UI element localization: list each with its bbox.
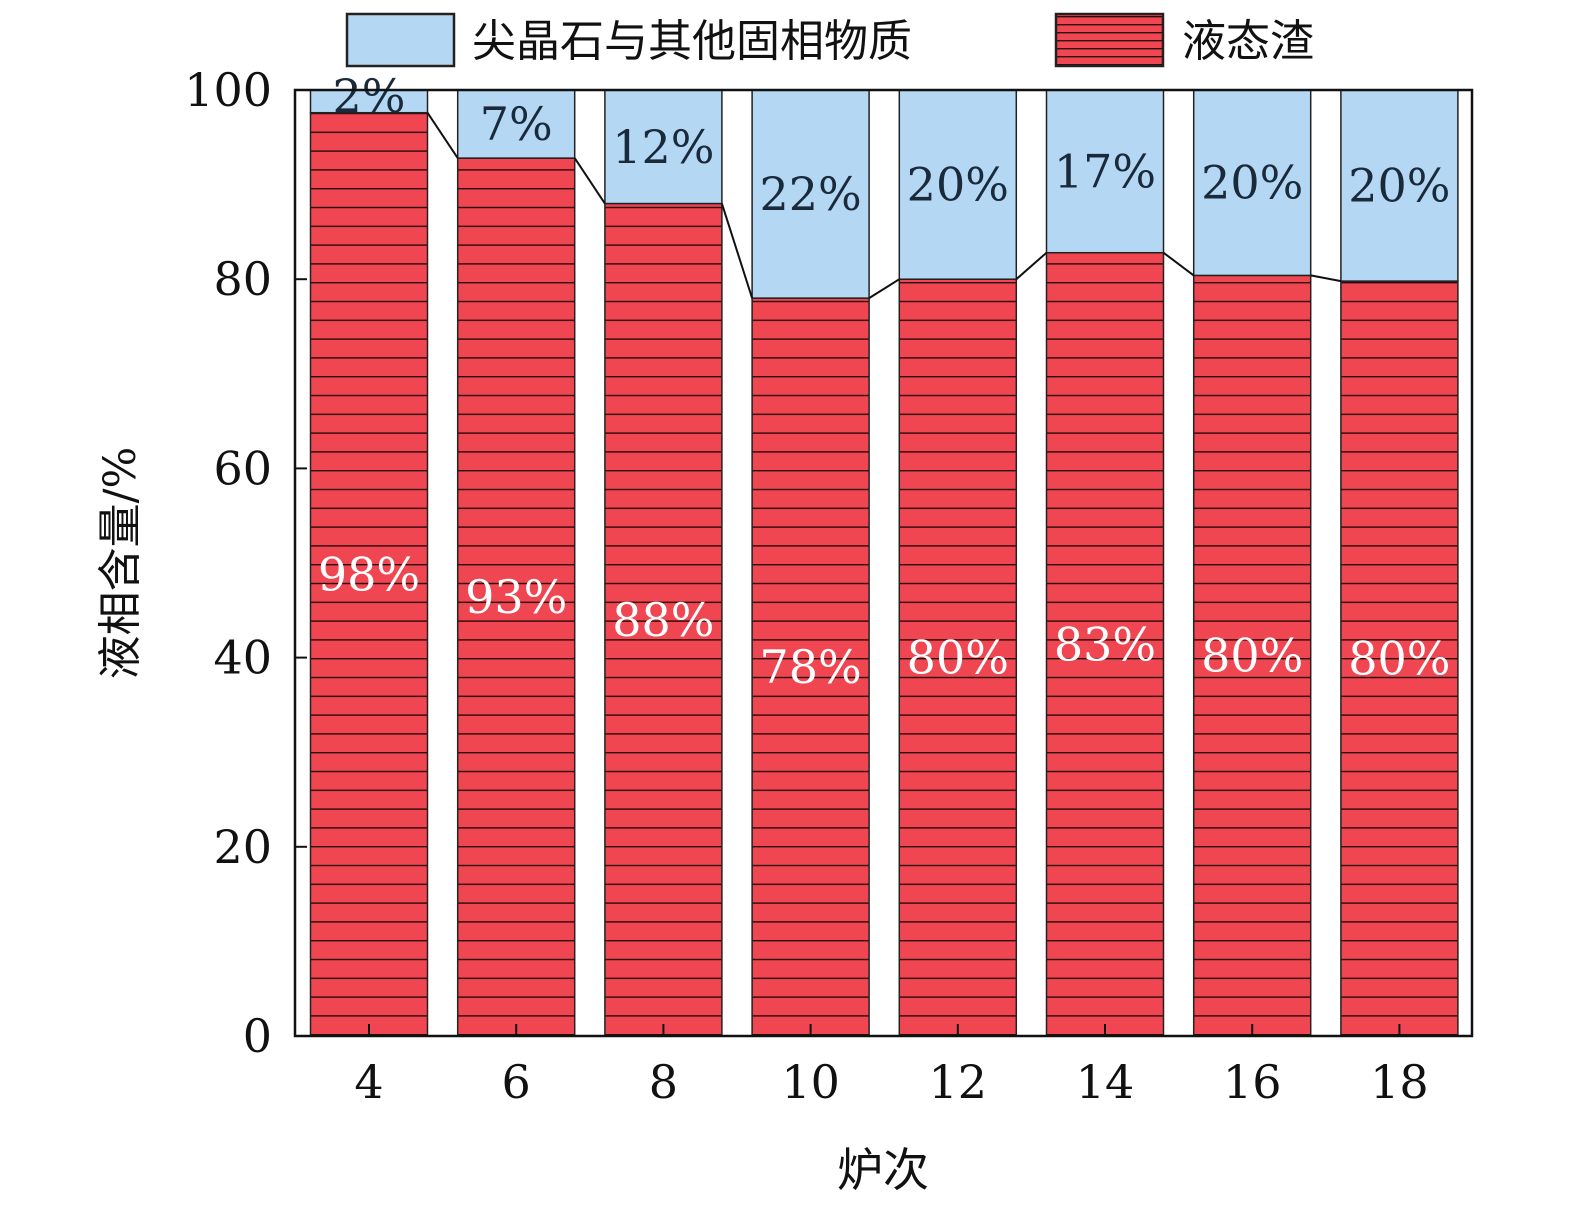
y-tick-label: 60 (213, 441, 272, 495)
x-tick-label: 6 (502, 1055, 531, 1109)
bar-solid-phase (751, 89, 870, 299)
bar-solid-phase (1045, 89, 1165, 254)
bar-solid-phase (898, 89, 1018, 280)
x-tick-label: 14 (1076, 1055, 1135, 1109)
connector-line (426, 112, 459, 159)
bar-solid-phase (1340, 89, 1459, 282)
legend-swatch-liquid-slag (1054, 12, 1165, 68)
connector-line (1162, 251, 1195, 277)
data-label-liquid-slag: 80% (1201, 629, 1303, 683)
data-label-solid-phase: 7% (480, 97, 553, 151)
connector-line (573, 157, 606, 205)
y-tick-label: 0 (243, 1009, 272, 1063)
data-label-solid-phase: 20% (907, 158, 1009, 212)
legend-label-solid-phase: 尖晶石与其他固相物质 (472, 16, 912, 67)
data-label-liquid-slag: 93% (465, 570, 567, 624)
connector-lines (426, 112, 1342, 299)
data-label-solid-phase: 12% (612, 120, 714, 174)
legend: 尖晶石与其他固相物质 液态渣 (345, 12, 1314, 68)
bar-liquid-slag (1192, 274, 1312, 1037)
legend-label-liquid-slag: 液态渣 (1182, 16, 1314, 67)
bar-labels: 98% 2% 93% 7% 88% 12% 78% 22% 80% 20% 83% 17% 80% 20%… (318, 69, 1451, 694)
x-tick-label: 10 (781, 1055, 840, 1109)
bars (309, 89, 1459, 1037)
data-label-liquid-slag: 80% (907, 631, 1009, 685)
y-axis-label: 液相含量/% (95, 447, 146, 680)
data-label-solid-phase: 22% (759, 167, 861, 221)
connector-line (1310, 274, 1342, 283)
x-tick-label: 4 (354, 1055, 383, 1109)
data-label-liquid-slag: 88% (612, 593, 714, 647)
x-axis-label: 炉次 (837, 1143, 929, 1197)
y-tick-label: 100 (184, 63, 272, 117)
x-tick-label: 8 (649, 1055, 678, 1109)
data-label-liquid-slag: 98% (318, 547, 420, 601)
y-axis: 0 20 40 60 80 100 (184, 63, 307, 1063)
bar-liquid-slag (1340, 280, 1459, 1037)
x-tick-label: 18 (1370, 1055, 1429, 1109)
x-tick-label: 16 (1223, 1055, 1282, 1109)
data-label-liquid-slag: 80% (1348, 632, 1450, 686)
connector-line (720, 203, 754, 299)
bar-liquid-slag (309, 111, 429, 1037)
connector-line (1015, 251, 1048, 280)
data-label-solid-phase: 20% (1348, 159, 1450, 213)
bar-solid-phase (604, 89, 723, 205)
y-tick-label: 80 (213, 252, 272, 306)
plot-frame (293, 88, 1474, 1038)
connector-line (868, 278, 900, 299)
x-tick-label: 12 (929, 1055, 988, 1109)
bar-liquid-slag (898, 278, 1018, 1037)
bar-solid-phase (1192, 89, 1312, 277)
x-axis: 4 6 8 10 12 14 16 18 (354, 1024, 1429, 1109)
bar-liquid-slag (604, 202, 723, 1037)
y-tick-label: 40 (213, 631, 272, 685)
data-label-solid-phase: 20% (1201, 156, 1303, 210)
data-label-liquid-slag: 83% (1054, 617, 1156, 671)
bar-solid-phase (456, 89, 576, 159)
legend-swatch-solid-phase (345, 12, 456, 68)
data-label-solid-phase: 17% (1054, 144, 1156, 198)
bar-liquid-slag (1045, 251, 1165, 1037)
data-label-solid-phase: 2% (333, 69, 406, 123)
y-tick-label: 20 (213, 820, 272, 874)
data-label-liquid-slag: 78% (759, 640, 861, 694)
